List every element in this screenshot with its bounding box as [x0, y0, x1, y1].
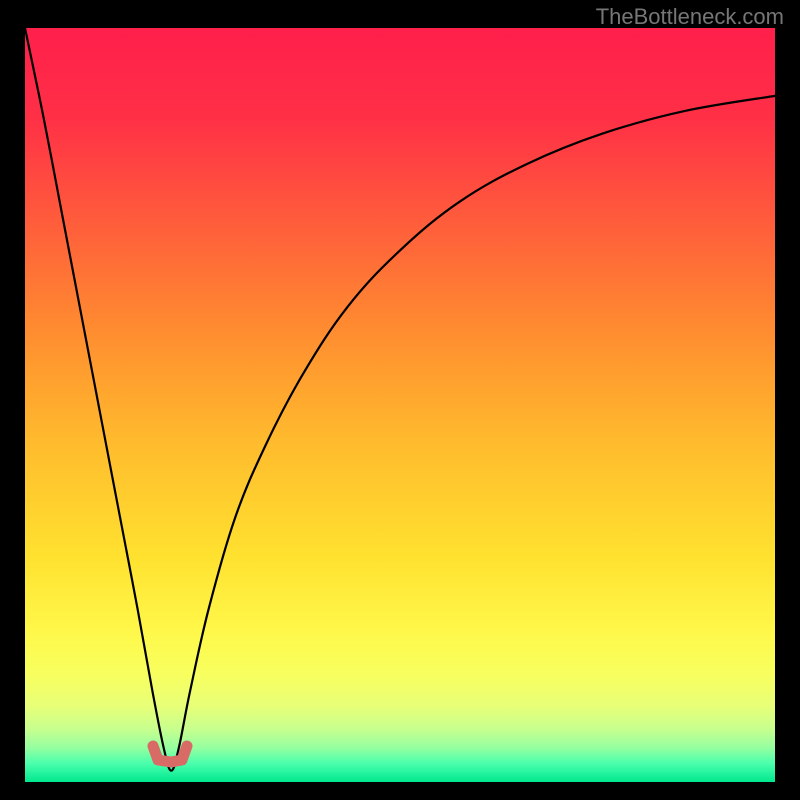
chart-container: TheBottleneck.com	[0, 0, 800, 800]
bottleneck-chart-svg	[0, 0, 800, 800]
gradient-plot-area	[25, 28, 775, 782]
watermark-text: TheBottleneck.com	[596, 4, 784, 30]
